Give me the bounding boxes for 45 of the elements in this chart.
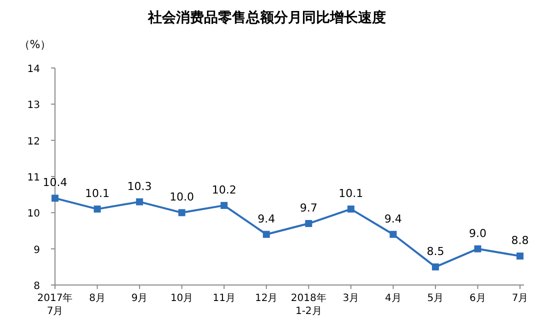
x-tick-label: 2018年 1-2月 [290, 292, 326, 317]
point [178, 209, 186, 216]
x-tick-label: 2017年 7月 [37, 292, 73, 317]
y-tick-label: 8 [34, 281, 40, 292]
y-tick-label: 12 [27, 136, 40, 148]
point [262, 230, 270, 238]
data-label: 9.7 [300, 202, 318, 215]
data-label: 10.0 [170, 190, 194, 204]
x-tick-label: 5月 [427, 293, 444, 304]
x-tick-label: 6月 [470, 293, 486, 304]
data-label: 10.1 [338, 187, 364, 200]
chart-title: 社会消费品零售总额分月同比增长速度 [147, 9, 386, 26]
data-label: 8.8 [511, 234, 529, 248]
data-label: 10.2 [212, 183, 236, 196]
point [432, 263, 439, 270]
point [516, 252, 524, 260]
point [305, 220, 312, 228]
point [347, 206, 354, 213]
point [220, 202, 228, 209]
x-tick-label: 10月 [170, 293, 194, 304]
point [474, 245, 482, 252]
x-tick-label: 9月 [131, 293, 148, 304]
x-tick-label: 7月 [512, 293, 528, 304]
x-tick-label: 3月 [342, 293, 360, 304]
x-tick-label: 12月 [254, 293, 278, 304]
point [52, 194, 58, 202]
y-tick-label: 13 [27, 100, 40, 112]
data-label: 10.1 [85, 187, 110, 200]
x-tick-label: 4月 [384, 293, 402, 304]
data-label: 8.5 [426, 244, 444, 258]
point [136, 198, 144, 206]
data-label: 10.3 [127, 180, 152, 193]
data-label: 10.4 [42, 176, 68, 190]
y-axis-title: （%） [18, 38, 52, 51]
data-label: 9.0 [468, 226, 486, 240]
point [94, 206, 101, 213]
x-tick-label: 8月 [89, 293, 106, 304]
y-tick-label: 14 [27, 64, 40, 75]
point [390, 230, 397, 238]
data-label: 9.4 [258, 212, 276, 226]
y-tick-label: 10 [27, 208, 40, 220]
y-tick-label: 9 [34, 244, 40, 256]
y-tick-label: 11 [27, 172, 40, 184]
data-label: 9.4 [384, 212, 402, 226]
x-tick-label: 11月 [212, 293, 236, 304]
